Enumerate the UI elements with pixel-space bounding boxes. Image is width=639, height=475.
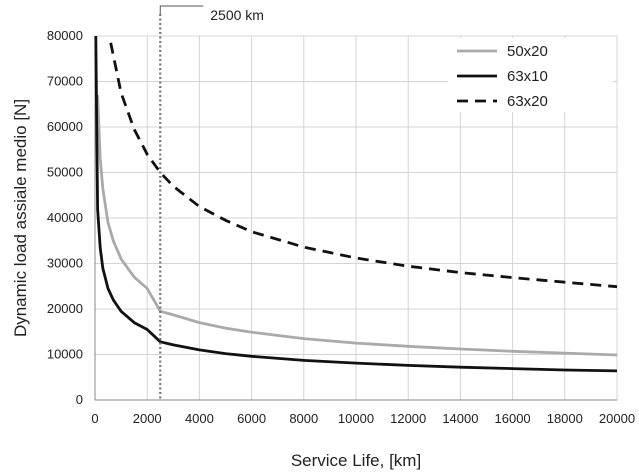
y-tick-label: 20000 bbox=[47, 301, 83, 316]
annotations: 2500 km bbox=[159, 5, 264, 400]
x-tick-label: 20000 bbox=[599, 411, 635, 426]
y-tick-label: 50000 bbox=[47, 165, 83, 180]
y-tick-label: 10000 bbox=[47, 347, 83, 362]
x-axis-title: Service Life, [km] bbox=[291, 451, 421, 470]
series-line-63x20 bbox=[109, 42, 618, 289]
y-axis-title: Dynamic load assiale medio [N] bbox=[11, 99, 30, 337]
x-tick-label: 16000 bbox=[495, 411, 531, 426]
x-tick-label: 8000 bbox=[289, 411, 318, 426]
x-tick-label: 14000 bbox=[442, 411, 478, 426]
x-tick-label: 12000 bbox=[390, 411, 426, 426]
x-tick-label: 0 bbox=[91, 411, 98, 426]
y-tick-label: 70000 bbox=[47, 74, 83, 89]
x-tick-label: 4000 bbox=[185, 411, 214, 426]
y-tick-label: 80000 bbox=[47, 28, 83, 43]
x-tick-label: 18000 bbox=[547, 411, 583, 426]
series-line-50x20 bbox=[96, 95, 618, 357]
legend-label-63x10: 63x10 bbox=[507, 68, 548, 85]
x-tick-label: 6000 bbox=[237, 411, 266, 426]
y-tick-label: 40000 bbox=[47, 210, 83, 225]
annotation-label: 2500 km bbox=[210, 7, 264, 23]
y-tick-label: 60000 bbox=[47, 119, 83, 134]
series-lines bbox=[94, 35, 618, 373]
axes: 0100002000030000400005000060000700008000… bbox=[47, 28, 635, 426]
y-tick-label: 0 bbox=[76, 392, 83, 407]
series-line-63x10 bbox=[94, 35, 618, 373]
x-tick-label: 2000 bbox=[133, 411, 162, 426]
legend-label-50x20: 50x20 bbox=[507, 43, 548, 60]
legend: 50x20 63x10 63x20 bbox=[448, 38, 613, 112]
annotation-leader bbox=[159, 5, 204, 14]
x-tick-label: 10000 bbox=[338, 411, 374, 426]
grid bbox=[95, 35, 618, 400]
legend-label-63x20: 63x20 bbox=[507, 93, 548, 110]
y-tick-label: 30000 bbox=[47, 256, 83, 271]
